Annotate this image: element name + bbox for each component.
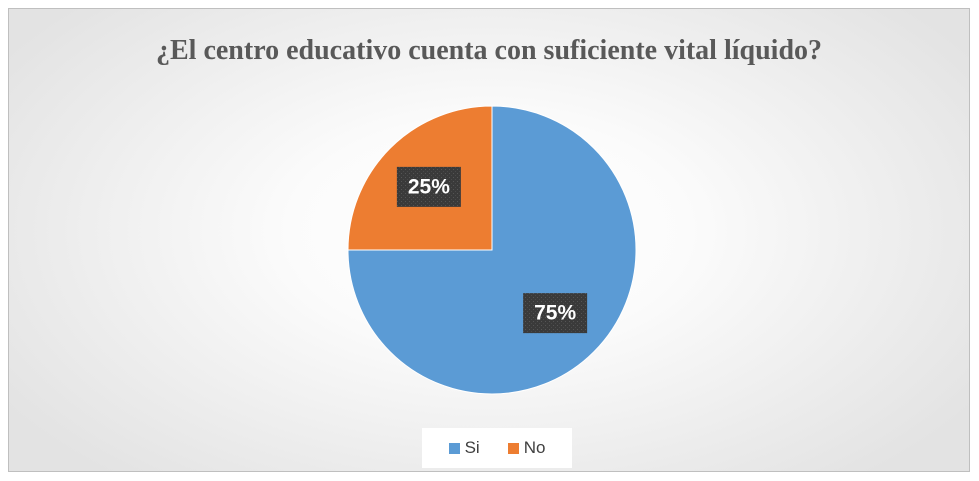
data-label-text-si: 75%	[534, 302, 576, 325]
data-label-no: 25%	[396, 166, 461, 207]
legend-item-si: Si	[448, 438, 480, 458]
pie-chart: 75% 25%	[347, 105, 637, 395]
data-label-si: 75%	[523, 293, 588, 334]
data-label-box-no	[396, 166, 461, 207]
legend-swatch-si	[448, 442, 460, 454]
data-label-box-si	[523, 293, 588, 334]
chart-area: ¿El centro educativo cuenta con suficien…	[8, 8, 970, 472]
chart-title: ¿El centro educativo cuenta con suficien…	[155, 35, 823, 66]
legend-label-si: Si	[464, 438, 480, 457]
legend-label-no: No	[523, 438, 546, 457]
data-label-text-no: 25%	[408, 175, 450, 198]
legend: Si No	[422, 428, 572, 468]
legend-swatch-no	[507, 442, 519, 454]
legend-item-no: No	[507, 438, 546, 458]
